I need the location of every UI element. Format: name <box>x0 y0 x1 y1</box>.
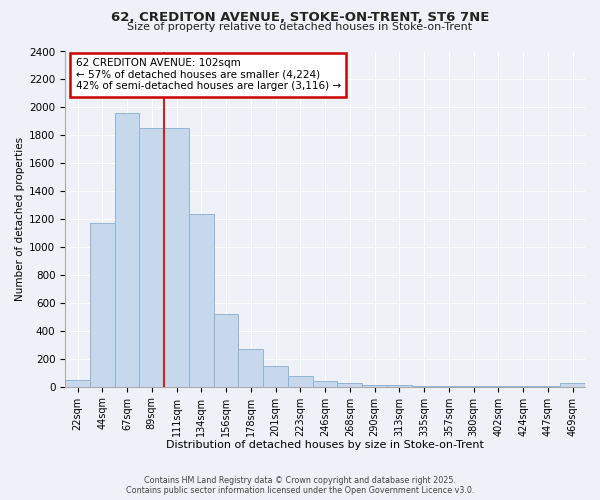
X-axis label: Distribution of detached houses by size in Stoke-on-Trent: Distribution of detached houses by size … <box>166 440 484 450</box>
Text: 62 CREDITON AVENUE: 102sqm
← 57% of detached houses are smaller (4,224)
42% of s: 62 CREDITON AVENUE: 102sqm ← 57% of deta… <box>76 58 341 92</box>
Text: 62, CREDITON AVENUE, STOKE-ON-TRENT, ST6 7NE: 62, CREDITON AVENUE, STOKE-ON-TRENT, ST6… <box>111 11 489 24</box>
Bar <box>313 381 337 386</box>
Bar <box>164 128 189 386</box>
Bar <box>90 224 115 386</box>
Bar <box>337 383 362 386</box>
Bar <box>65 380 90 386</box>
Bar <box>288 376 313 386</box>
Bar <box>560 382 585 386</box>
Bar <box>189 214 214 386</box>
Text: Contains HM Land Registry data © Crown copyright and database right 2025.
Contai: Contains HM Land Registry data © Crown c… <box>126 476 474 495</box>
Bar <box>115 113 139 386</box>
Y-axis label: Number of detached properties: Number of detached properties <box>15 137 25 301</box>
Bar <box>214 314 238 386</box>
Text: Size of property relative to detached houses in Stoke-on-Trent: Size of property relative to detached ho… <box>127 22 473 32</box>
Bar <box>263 366 288 386</box>
Bar <box>362 384 387 386</box>
Bar <box>139 128 164 386</box>
Bar <box>238 349 263 387</box>
